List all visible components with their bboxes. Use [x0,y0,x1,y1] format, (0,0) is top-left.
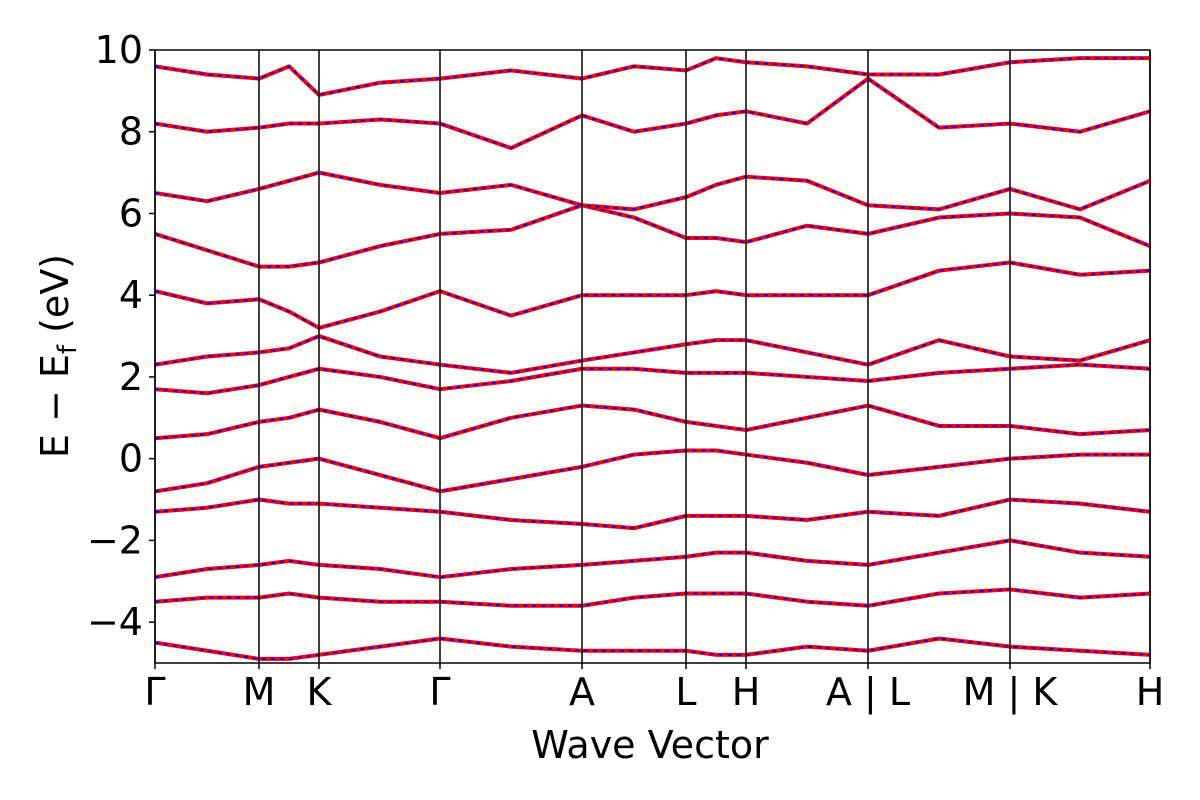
y-tick-label: −2 [87,518,143,562]
y-label-part: (eV) [33,254,77,345]
band-line-overlay [155,498,1150,530]
x-tick-label: A | L [826,670,910,715]
y-label-sub: f [53,344,83,354]
band-line [155,587,1150,608]
x-axis-label: Wave Vector [531,723,769,767]
x-tick-label: H [732,670,761,714]
x-tick-label: M [243,670,276,714]
band-line-overlay [155,77,1150,150]
y-tick-label: 8 [119,110,143,154]
band-line [155,76,1150,151]
band-line [155,636,1150,661]
y-axis-label: E − Ef (eV) [33,254,83,458]
band-line-overlay [155,539,1150,579]
band-line [155,497,1150,531]
band-line-overlay [155,404,1150,440]
band-line-overlay [155,363,1150,395]
y-tick-label: 0 [119,437,143,481]
x-tick-label: Γ [429,670,450,714]
x-tick-label: K [307,670,333,714]
band-line [155,448,1150,494]
band-line [155,56,1150,97]
plot-frame [154,49,1151,664]
x-tick-label: M | K [963,670,1059,715]
y-tick-label: 4 [119,273,143,317]
band-line [155,403,1150,441]
y-tick-label: 2 [119,355,143,399]
y-tick-label: −4 [87,600,143,644]
x-tick-label: Γ [144,670,165,714]
band-line-overlay [155,171,1150,211]
x-tick-label: A [569,670,595,714]
band-line-overlay [155,261,1150,329]
y-tick-label: 6 [119,191,143,235]
x-tick-label: H [1136,670,1165,714]
band-line [155,260,1150,330]
band-line [155,203,1150,269]
y-tick-label: 10 [95,28,143,72]
y-label-part: E − E [33,354,77,458]
band-line-overlay [155,57,1150,97]
band-line [155,362,1150,396]
band-line-overlay [155,637,1150,660]
band-line [155,538,1150,580]
x-tick-label: L [675,670,696,714]
band-line-overlay [155,588,1150,607]
band-line-overlay [155,449,1150,493]
band-line-overlay [155,335,1150,374]
